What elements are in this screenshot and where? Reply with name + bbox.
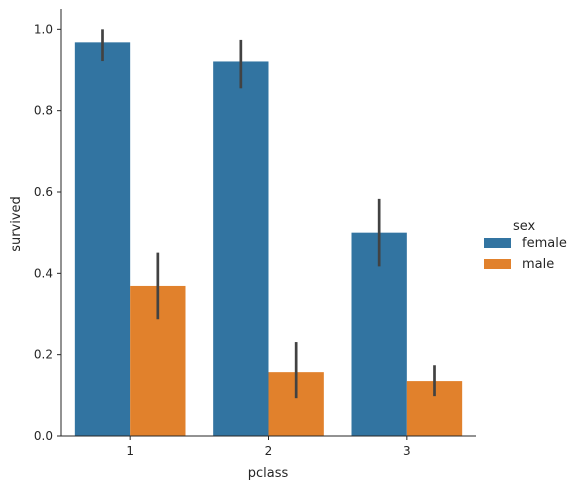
legend-label-female: female <box>522 236 567 251</box>
x-tick-label: 1 <box>126 444 134 458</box>
bars-layer <box>74 42 463 437</box>
y-axis-label: survived <box>9 196 24 252</box>
y-tick-label: 0.8 <box>34 104 53 118</box>
bar-female-2 <box>213 61 269 437</box>
y-tick-label: 0.4 <box>34 266 53 280</box>
x-tick-label: 3 <box>403 444 411 458</box>
legend-swatch-male <box>484 259 511 269</box>
y-tick-label: 0.0 <box>34 429 53 443</box>
bar-female-3 <box>351 232 407 436</box>
x-ticks: 1 2 3 <box>126 436 411 458</box>
x-tick-label: 2 <box>265 444 273 458</box>
x-axis-label: pclass <box>248 466 289 481</box>
legend-swatch-female <box>484 238 511 248</box>
legend-label-male: male <box>522 257 554 272</box>
y-tick-label: 0.6 <box>34 185 53 199</box>
y-tick-label: 0.2 <box>34 348 53 362</box>
errorbars-layer <box>101 29 436 399</box>
legend: sex female male <box>484 219 567 272</box>
legend-title: sex <box>513 219 536 234</box>
legend-items: female male <box>484 236 567 272</box>
bar-female-1 <box>74 42 131 436</box>
y-ticks: 0.0 0.2 0.4 0.6 0.8 1.0 <box>34 22 61 443</box>
y-tick-label: 1.0 <box>34 22 53 36</box>
